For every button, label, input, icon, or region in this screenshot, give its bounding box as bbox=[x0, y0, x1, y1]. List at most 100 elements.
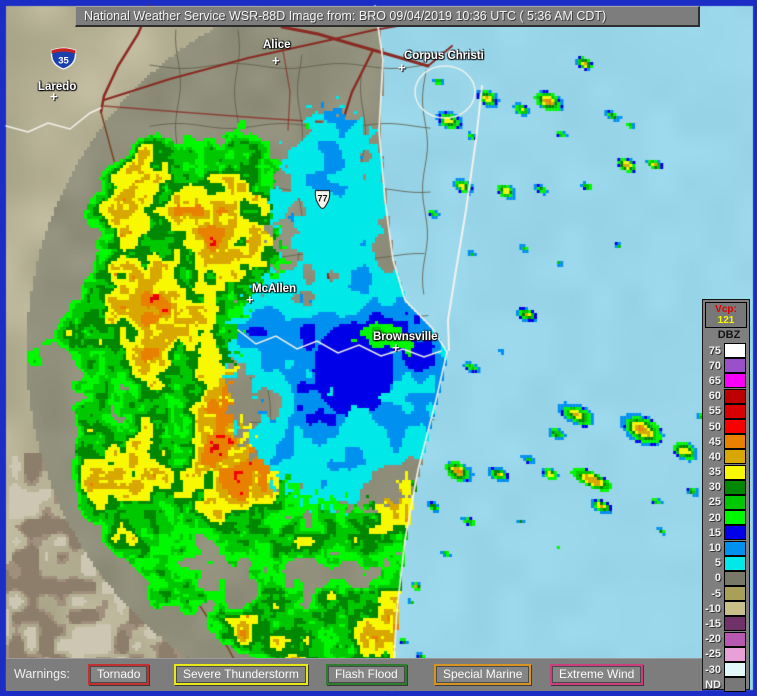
dbz-unit-label: DBZ bbox=[717, 329, 741, 341]
dbz-scale-row: 50 bbox=[703, 419, 749, 435]
interstate-35-shield-icon: 35 bbox=[50, 45, 77, 75]
dbz-scale-row: 70 bbox=[703, 358, 749, 374]
city-label-laredo: Laredo bbox=[38, 81, 77, 93]
dbz-value-label: -15 bbox=[705, 617, 721, 630]
dbz-color-swatch bbox=[724, 358, 746, 374]
dbz-scale-row: -25 bbox=[703, 646, 749, 662]
dbz-color-swatch bbox=[724, 601, 746, 617]
svg-text:35: 35 bbox=[58, 56, 69, 67]
dbz-scale-row: 10 bbox=[703, 540, 749, 556]
dbz-color-swatch bbox=[724, 419, 746, 435]
dbz-scale-row: ND bbox=[703, 677, 749, 693]
dbz-value-label: -30 bbox=[705, 663, 721, 676]
dbz-color-swatch bbox=[724, 555, 746, 571]
dbz-scale-row: -15 bbox=[703, 616, 749, 632]
dbz-value-label: 40 bbox=[708, 450, 721, 463]
dbz-color-swatch bbox=[724, 373, 746, 389]
dbz-value-label: 50 bbox=[708, 420, 721, 433]
dbz-value-label: -5 bbox=[711, 587, 721, 600]
dbz-color-swatch bbox=[724, 449, 746, 465]
dbz-scale-row: -5 bbox=[703, 586, 749, 602]
dbz-value-label: 75 bbox=[708, 344, 721, 357]
dbz-value-label: -25 bbox=[705, 648, 721, 661]
dbz-value-label: -10 bbox=[705, 602, 721, 615]
warning-link-extreme-wind[interactable]: Extreme Wind bbox=[550, 664, 644, 685]
dbz-color-swatch bbox=[724, 494, 746, 510]
dbz-scale-row: 35 bbox=[703, 464, 749, 480]
dbz-color-swatch bbox=[724, 677, 746, 693]
city-marker: + bbox=[246, 292, 254, 307]
dbz-scale-row: 5 bbox=[703, 555, 749, 571]
dbz-scale-row: 65 bbox=[703, 373, 749, 389]
dbz-scale-row: -20 bbox=[703, 631, 749, 647]
dbz-scale: 75 70 65 60 55 50 45 40 35 30 25 20 15 10 5 0 -5 -10 -15 -2… bbox=[703, 343, 749, 693]
warning-link-flash-flood[interactable]: Flash Flood bbox=[326, 664, 407, 685]
dbz-scale-row: -10 bbox=[703, 601, 749, 617]
title-text: National Weather Service WSR-88D Image f… bbox=[84, 9, 607, 23]
dbz-color-swatch bbox=[724, 662, 746, 678]
dbz-value-label: 35 bbox=[708, 466, 721, 479]
title-bar: National Weather Service WSR-88D Image f… bbox=[75, 6, 700, 27]
warning-link-severe-thunderstorm[interactable]: Severe Thunderstorm bbox=[174, 664, 308, 685]
city-marker: + bbox=[272, 53, 280, 68]
vcp-label: Vcp: bbox=[715, 304, 737, 315]
dbz-color-swatch bbox=[724, 479, 746, 495]
warning-link-special-marine[interactable]: Special Marine bbox=[434, 664, 532, 685]
dbz-color-swatch bbox=[724, 540, 746, 556]
city-marker: + bbox=[398, 60, 406, 75]
dbz-color-swatch bbox=[724, 434, 746, 450]
dbz-scale-row: 45 bbox=[703, 434, 749, 450]
dbz-scale-row: 15 bbox=[703, 525, 749, 541]
vcp-indicator: Vcp: 121 bbox=[705, 302, 747, 328]
dbz-scale-row: 40 bbox=[703, 449, 749, 465]
dbz-scale-row: 0 bbox=[703, 570, 749, 586]
dbz-scale-row: -30 bbox=[703, 662, 749, 678]
dbz-value-label: 5 bbox=[714, 557, 721, 570]
dbz-legend-panel: Vcp: 121 DBZ 75 70 65 60 55 50 45 40 35 30 25 20 15 1… bbox=[702, 299, 750, 693]
dbz-scale-row: 75 bbox=[703, 343, 749, 359]
dbz-scale-row: 30 bbox=[703, 479, 749, 495]
dbz-color-swatch bbox=[724, 631, 746, 647]
dbz-color-swatch bbox=[724, 525, 746, 541]
dbz-value-label: 65 bbox=[708, 374, 721, 387]
city-label-corpus-christi: Corpus Christi bbox=[404, 50, 484, 62]
dbz-scale-row: 55 bbox=[703, 403, 749, 419]
dbz-color-swatch bbox=[724, 646, 746, 662]
city-label-alice: Alice bbox=[263, 39, 291, 51]
dbz-value-label: 20 bbox=[708, 511, 721, 524]
dbz-value-label: 70 bbox=[708, 359, 721, 372]
dbz-value-label: 45 bbox=[708, 435, 721, 448]
dbz-scale-row: 25 bbox=[703, 494, 749, 510]
dbz-value-label: 25 bbox=[708, 496, 721, 509]
dbz-value-label: 0 bbox=[714, 572, 721, 585]
dbz-value-label: 10 bbox=[708, 542, 721, 555]
city-marker: + bbox=[50, 89, 58, 104]
dbz-color-swatch bbox=[724, 464, 746, 480]
dbz-scale-row: 60 bbox=[703, 388, 749, 404]
dbz-value-label: ND bbox=[705, 678, 721, 691]
dbz-scale-row: 20 bbox=[703, 510, 749, 526]
warnings-bar: Warnings: Tornado Severe Thunderstorm Flas… bbox=[6, 658, 702, 691]
dbz-color-swatch bbox=[724, 403, 746, 419]
dbz-color-swatch bbox=[724, 586, 746, 602]
dbz-value-label: -20 bbox=[705, 633, 721, 646]
warning-link-tornado[interactable]: Tornado bbox=[88, 664, 150, 685]
dbz-value-label: 60 bbox=[708, 390, 721, 403]
city-label-brownsville: Brownsville bbox=[373, 331, 438, 343]
dbz-value-label: 55 bbox=[708, 405, 721, 418]
dbz-color-swatch bbox=[724, 343, 746, 359]
dbz-value-label: 15 bbox=[708, 526, 721, 539]
dbz-color-swatch bbox=[724, 510, 746, 526]
svg-text:77: 77 bbox=[317, 194, 327, 204]
city-marker: + bbox=[392, 340, 400, 355]
dbz-color-swatch bbox=[724, 616, 746, 632]
dbz-color-swatch bbox=[724, 388, 746, 404]
warnings-label: Warnings: bbox=[14, 667, 70, 681]
dbz-value-label: 30 bbox=[708, 481, 721, 494]
us-77-shield-icon: 77 bbox=[313, 189, 332, 215]
vcp-value: 121 bbox=[717, 315, 735, 326]
dbz-color-swatch bbox=[724, 570, 746, 586]
city-label-mcallen: McAllen bbox=[252, 283, 297, 295]
